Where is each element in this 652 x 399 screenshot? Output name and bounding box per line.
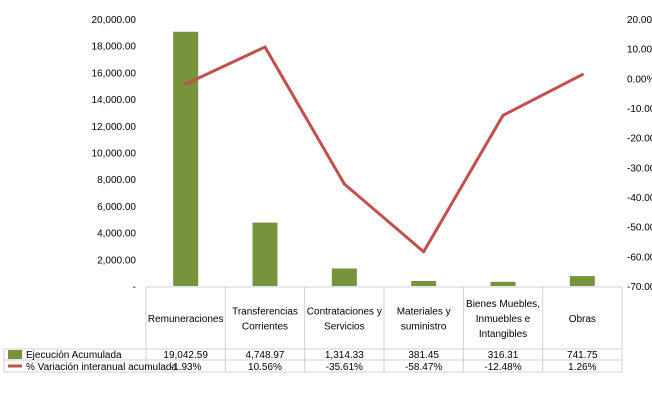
table-value-ejecucion-acumulada: 1,314.33	[325, 350, 364, 361]
right-axis-tick-label: 20.00%	[627, 15, 652, 26]
line-point-variacion-interanual	[263, 45, 267, 49]
right-axis-tick-label: -10.00%	[627, 104, 652, 115]
table-value-ejecucion-acumulada: 316.31	[488, 350, 519, 361]
right-axis-tick-label: 10.00%	[627, 45, 652, 56]
right-axis-tick-label: -50.00%	[627, 223, 652, 234]
category-label: Materiales y	[397, 307, 451, 318]
left-axis-tick-label: 4,000.00	[97, 229, 136, 240]
table-value-ejecucion-acumulada: 4,748.97	[246, 350, 285, 361]
line-point-variacion-interanual	[184, 82, 188, 86]
category-label: Transferencias	[232, 307, 298, 318]
table-value-variacion-interanual: -35.61%	[326, 362, 363, 373]
line-point-variacion-interanual	[580, 73, 584, 77]
right-axis-tick-label: -20.00%	[627, 134, 652, 145]
right-axis-tick-label: 0.00%	[627, 74, 652, 85]
line-point-variacion-interanual	[501, 113, 505, 117]
left-axis-tick-label: 12,000.00	[92, 122, 137, 133]
left-axis-tick-label: 8,000.00	[97, 175, 136, 186]
table-value-variacion-interanual: -1.93%	[170, 362, 202, 373]
category-label: Servicios	[324, 322, 365, 333]
bar-ejecucion-acumulada	[331, 268, 357, 286]
table-value-ejecucion-acumulada: 381.45	[408, 350, 439, 361]
category-label: Remuneraciones	[148, 314, 224, 325]
bar-ejecucion-acumulada	[569, 276, 595, 286]
table-value-variacion-interanual: 10.56%	[248, 362, 282, 373]
right-axis-tick-label: -70.00%	[627, 282, 652, 293]
line-point-variacion-interanual	[342, 182, 346, 186]
legend-key-ejecucion-acumulada	[8, 350, 22, 359]
table-value-variacion-interanual: -12.48%	[484, 362, 521, 373]
bar-ejecucion-acumulada	[411, 280, 437, 286]
category-label: suministro	[401, 322, 447, 333]
category-label: Corrientes	[242, 322, 288, 333]
category-label: Obras	[569, 314, 596, 325]
line-point-variacion-interanual	[422, 250, 426, 254]
legend-label-variacion-interanual: % Variación interanual acumulada	[26, 362, 177, 373]
right-axis-tick-label: -60.00%	[627, 252, 652, 263]
category-label: Contrataciones y	[307, 307, 382, 318]
legend-label-ejecucion-acumulada: Ejecución Acumulada	[26, 350, 122, 361]
bar-ejecucion-acumulada	[252, 222, 278, 286]
table-value-ejecucion-acumulada: 19,042.59	[163, 350, 208, 361]
line-variacion-interanual	[185, 45, 584, 254]
bar-ejecucion-acumulada	[173, 31, 199, 287]
left-axis-tick-label: 16,000.00	[92, 68, 137, 79]
table-value-ejecucion-acumulada: 741.75	[567, 350, 598, 361]
table-value-variacion-interanual: -58.47%	[405, 362, 442, 373]
left-axis-tick-label: 2,000.00	[97, 255, 136, 266]
left-axis-tick-label: 10,000.00	[92, 149, 137, 160]
left-axis-tick-label: 18,000.00	[92, 42, 137, 53]
left-axis-tick-label: 14,000.00	[92, 95, 137, 106]
right-axis-tick-label: -40.00%	[627, 193, 652, 204]
right-axis-tick-label: -30.00%	[627, 163, 652, 174]
bar-ejecucion-acumulada	[490, 281, 516, 286]
left-axis-tick-label: -	[133, 282, 136, 293]
category-label: Bienes Muebles,	[466, 299, 540, 310]
left-axis-tick-label: 6,000.00	[97, 202, 136, 213]
left-axis-tick-label: 20,000.00	[92, 15, 137, 26]
category-label: Intangibles	[479, 329, 527, 340]
table-value-variacion-interanual: 1.26%	[568, 362, 596, 373]
category-label: Inmuebles e	[476, 314, 531, 325]
